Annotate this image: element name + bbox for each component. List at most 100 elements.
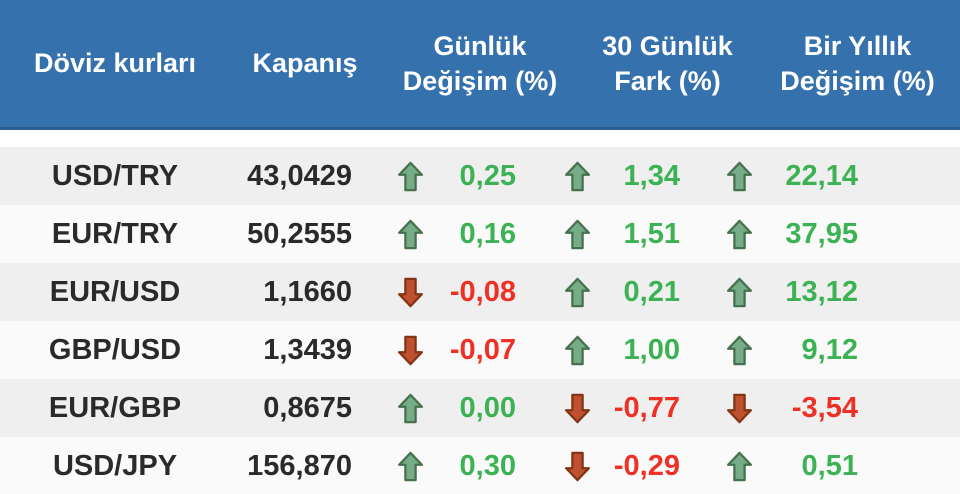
closing-price-cell: 50,2555 bbox=[230, 218, 358, 251]
monthly-diff-value: 1,00 bbox=[623, 333, 680, 366]
up-arrow-icon bbox=[398, 161, 423, 191]
monthly-diff-cell: 1,00 bbox=[518, 321, 682, 379]
yearly-change-cell: 13,12 bbox=[682, 263, 860, 321]
closing-price-cell: 1,3439 bbox=[230, 334, 358, 367]
yearly-change-value: 22,14 bbox=[785, 159, 858, 192]
column-header-pair: Döviz kurları bbox=[0, 46, 230, 81]
closing-price-value: 156,870 bbox=[247, 449, 352, 482]
monthly-diff-cell: 1,51 bbox=[518, 205, 682, 263]
monthly-diff-cell: -0,29 bbox=[518, 437, 682, 494]
up-arrow-icon bbox=[727, 277, 752, 307]
column-header-pair-label: Döviz kurları bbox=[33, 48, 197, 79]
closing-price-value: 1,3439 bbox=[263, 333, 352, 366]
down-arrow-icon bbox=[727, 393, 752, 423]
currency-pair-label: EUR/GBP bbox=[48, 391, 182, 424]
column-header-daily-change: Günlük Değişim (%) bbox=[380, 29, 580, 98]
yearly-change-cell: 22,14 bbox=[682, 147, 860, 205]
down-arrow-icon bbox=[565, 451, 590, 481]
closing-price-cell: 0,8675 bbox=[230, 392, 358, 425]
monthly-diff-cell: -0,77 bbox=[518, 379, 682, 437]
table-row: USD/TRY 43,0429 0,25 1,34 22,14 bbox=[0, 147, 960, 205]
daily-change-value: -0,07 bbox=[449, 333, 516, 366]
daily-change-value: 0,30 bbox=[459, 449, 516, 482]
currency-pair-label: EUR/TRY bbox=[51, 217, 179, 250]
column-header-monthly-line1: 30 Günlük bbox=[602, 30, 733, 61]
currency-pair-cell: EUR/USD bbox=[0, 276, 230, 309]
up-arrow-icon bbox=[565, 277, 590, 307]
column-header-close: Kapanış bbox=[230, 46, 380, 81]
column-header-yearly-change: Bir Yıllık Değişim (%) bbox=[755, 29, 960, 98]
table-header: Döviz kurları Kapanış Günlük Değişim (%)… bbox=[0, 0, 960, 130]
yearly-change-value: -3,54 bbox=[791, 391, 858, 424]
table-row: USD/JPY 156,870 0,30 -0,29 0,51 bbox=[0, 437, 960, 494]
currency-pair-cell: USD/JPY bbox=[0, 450, 230, 483]
currency-pair-cell: GBP/USD bbox=[0, 334, 230, 367]
up-arrow-icon bbox=[565, 219, 590, 249]
currency-pair-cell: EUR/TRY bbox=[0, 218, 230, 251]
daily-change-value: -0,08 bbox=[449, 275, 516, 308]
daily-change-cell: 0,16 bbox=[358, 205, 518, 263]
monthly-diff-value: 1,51 bbox=[623, 217, 680, 250]
down-arrow-icon bbox=[398, 277, 423, 307]
monthly-diff-value: -0,77 bbox=[613, 391, 680, 424]
currency-pair-label: EUR/USD bbox=[49, 275, 181, 308]
up-arrow-icon bbox=[398, 219, 423, 249]
monthly-diff-value: -0,29 bbox=[613, 449, 680, 482]
closing-price-cell: 43,0429 bbox=[230, 160, 358, 193]
closing-price-value: 0,8675 bbox=[263, 391, 352, 424]
daily-change-cell: -0,08 bbox=[358, 263, 518, 321]
column-header-daily-line2: Değişim (%) bbox=[402, 65, 558, 96]
column-header-daily-line1: Günlük bbox=[433, 30, 527, 61]
currency-pair-label: GBP/USD bbox=[48, 333, 182, 366]
column-header-yearly-line1: Bir Yıllık bbox=[803, 30, 912, 61]
yearly-change-cell: -3,54 bbox=[682, 379, 860, 437]
column-header-close-label: Kapanış bbox=[252, 48, 358, 79]
up-arrow-icon bbox=[398, 451, 423, 481]
table-row: EUR/TRY 50,2555 0,16 1,51 37,95 bbox=[0, 205, 960, 263]
yearly-change-value: 37,95 bbox=[785, 217, 858, 250]
monthly-diff-cell: 1,34 bbox=[518, 147, 682, 205]
monthly-diff-value: 0,21 bbox=[623, 275, 680, 308]
closing-price-cell: 1,1660 bbox=[230, 276, 358, 309]
currency-pair-label: USD/JPY bbox=[52, 449, 178, 482]
up-arrow-icon bbox=[727, 161, 752, 191]
currency-pair-cell: EUR/GBP bbox=[0, 392, 230, 425]
column-header-monthly-line2: Fark (%) bbox=[614, 65, 721, 96]
daily-change-value: 0,25 bbox=[459, 159, 516, 192]
yearly-change-cell: 37,95 bbox=[682, 205, 860, 263]
table-row: EUR/GBP 0,8675 0,00 -0,77 -3,54 bbox=[0, 379, 960, 437]
column-header-monthly-diff: 30 Günlük Fark (%) bbox=[580, 29, 755, 98]
daily-change-value: 0,00 bbox=[459, 391, 516, 424]
up-arrow-icon bbox=[727, 219, 752, 249]
daily-change-value: 0,16 bbox=[459, 217, 516, 250]
daily-change-cell: -0,07 bbox=[358, 321, 518, 379]
down-arrow-icon bbox=[565, 393, 590, 423]
column-header-yearly-line2: Değişim (%) bbox=[780, 65, 935, 96]
closing-price-value: 43,0429 bbox=[247, 159, 352, 192]
currency-pair-cell: USD/TRY bbox=[0, 160, 230, 193]
header-body-gap bbox=[0, 130, 960, 147]
yearly-change-cell: 0,51 bbox=[682, 437, 860, 494]
yearly-change-value: 0,51 bbox=[801, 449, 858, 482]
up-arrow-icon bbox=[727, 451, 752, 481]
closing-price-cell: 156,870 bbox=[230, 450, 358, 483]
closing-price-value: 50,2555 bbox=[247, 217, 352, 250]
up-arrow-icon bbox=[398, 393, 423, 423]
yearly-change-cell: 9,12 bbox=[682, 321, 860, 379]
monthly-diff-cell: 0,21 bbox=[518, 263, 682, 321]
yearly-change-value: 13,12 bbox=[785, 275, 858, 308]
monthly-diff-value: 1,34 bbox=[623, 159, 680, 192]
closing-price-value: 1,1660 bbox=[263, 275, 352, 308]
down-arrow-icon bbox=[398, 335, 423, 365]
up-arrow-icon bbox=[565, 335, 590, 365]
table-row: EUR/USD 1,1660 -0,08 0,21 13,12 bbox=[0, 263, 960, 321]
daily-change-cell: 0,30 bbox=[358, 437, 518, 494]
daily-change-cell: 0,00 bbox=[358, 379, 518, 437]
currency-pair-label: USD/TRY bbox=[51, 159, 179, 192]
up-arrow-icon bbox=[727, 335, 752, 365]
yearly-change-value: 9,12 bbox=[801, 333, 858, 366]
daily-change-cell: 0,25 bbox=[358, 147, 518, 205]
table-row: GBP/USD 1,3439 -0,07 1,00 9,12 bbox=[0, 321, 960, 379]
up-arrow-icon bbox=[565, 161, 590, 191]
